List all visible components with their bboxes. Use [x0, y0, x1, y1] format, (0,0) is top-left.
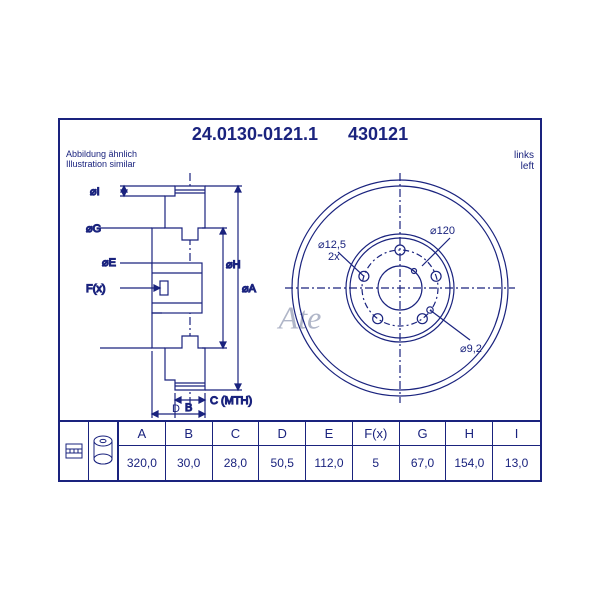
hdr-C: C [213, 422, 260, 446]
val-F: 5 [353, 446, 400, 480]
spec-grid: A B C D E F(x) G H I 320,0 30,0 28,0 50,… [119, 422, 540, 480]
val-C: 28,0 [213, 446, 260, 480]
val-D: 50,5 [259, 446, 306, 480]
hdr-I: I [493, 422, 540, 446]
drawing-frame: 24.0130-0121.1 430121 Abbildung ähnlich … [58, 118, 542, 482]
label-I: ⌀I [90, 186, 100, 198]
hdr-G: G [400, 422, 447, 446]
label-G: ⌀G [86, 223, 101, 235]
label-d120: ⌀120 [430, 225, 455, 237]
note-illustration-similar: Abbildung ähnlich Illustration similar [66, 150, 137, 170]
label-C: C (MTH) [210, 395, 252, 407]
val-B: 30,0 [166, 446, 213, 480]
label-bolt: ⌀12,5 [318, 239, 346, 251]
short-number: 430121 [348, 124, 408, 145]
hdr-B: B [166, 422, 213, 446]
val-I: 13,0 [493, 446, 540, 480]
technical-drawing: ⌀A ⌀H ⌀I [60, 168, 540, 420]
val-G: 67,0 [400, 446, 447, 480]
label-E: ⌀E [102, 257, 116, 269]
svg-text:D: D [172, 403, 180, 415]
label-B: B [185, 402, 192, 414]
label-H: ⌀H [226, 259, 241, 271]
hdr-D: D [259, 422, 306, 446]
val-A: 320,0 [119, 446, 166, 480]
val-E: 112,0 [306, 446, 353, 480]
disc-icon [89, 422, 117, 480]
hdr-F: F(x) [353, 422, 400, 446]
label-F: F(x) [86, 283, 106, 295]
hdr-E: E [306, 422, 353, 446]
label-bolt-count: 2x [328, 251, 340, 263]
label-pin: ⌀9,2 [460, 343, 482, 355]
hdr-A: A [119, 422, 166, 446]
val-H: 154,0 [446, 446, 493, 480]
vent-icon [60, 422, 89, 480]
title-bar: 24.0130-0121.1 430121 [60, 120, 540, 148]
spec-table: A B C D E F(x) G H I 320,0 30,0 28,0 50,… [60, 420, 540, 480]
hdr-H: H [446, 422, 493, 446]
part-number: 24.0130-0121.1 [192, 124, 318, 145]
label-A: ⌀A [242, 283, 257, 295]
